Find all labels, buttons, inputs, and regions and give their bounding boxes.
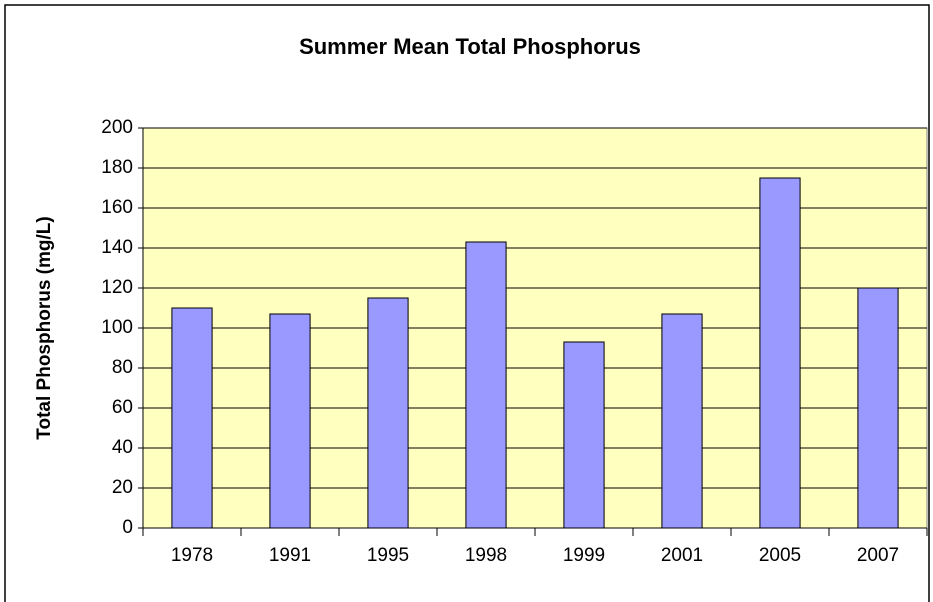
y-tick-label: 180 [101, 157, 133, 178]
y-tick-label: 120 [101, 277, 133, 298]
y-tick-label: 40 [112, 437, 133, 458]
y-tick-label: 160 [101, 197, 133, 218]
y-tick-label: 200 [101, 117, 133, 138]
bar [661, 313, 703, 529]
y-tick-label: 20 [112, 477, 133, 498]
bar [171, 307, 213, 529]
chart-title: Summer Mean Total Phosphorus [299, 34, 641, 59]
x-tick-label: 1991 [269, 545, 311, 566]
bar [269, 313, 311, 529]
bar [367, 297, 409, 529]
y-tick-label: 140 [101, 237, 133, 258]
x-tick-label: 1995 [367, 545, 409, 566]
x-tick-label: 2005 [759, 545, 801, 566]
y-tick-label: 0 [122, 517, 133, 538]
x-tick-label: 1978 [171, 545, 213, 566]
x-tick-label: 1999 [563, 545, 605, 566]
x-tick-label: 1998 [465, 545, 507, 566]
bar [759, 177, 801, 529]
y-tick-label: 100 [101, 317, 133, 338]
bar [563, 341, 605, 529]
y-tick-label: 80 [112, 357, 133, 378]
bar [465, 241, 507, 529]
x-tick-label: 2007 [857, 545, 899, 566]
y-tick-label: 60 [112, 397, 133, 418]
y-axis-label: Total Phosphorus (mg/L) [34, 216, 55, 439]
x-tick-label: 2001 [661, 545, 703, 566]
bar [857, 287, 899, 529]
